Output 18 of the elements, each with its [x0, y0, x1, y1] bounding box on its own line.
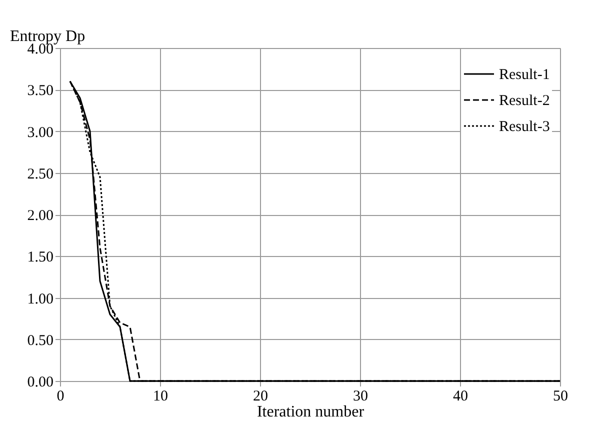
- y-tick-label: 3.50: [27, 83, 54, 100]
- y-tick-label: 0.00: [27, 374, 54, 390]
- x-tick-label: 10: [153, 388, 168, 404]
- y-tick-label: 2.50: [27, 166, 54, 182]
- y-tick-label: 1.00: [27, 291, 54, 308]
- y-tick-label: 0.50: [27, 332, 54, 349]
- x-tick-label: 50: [553, 388, 568, 404]
- legend-label: Result-2: [499, 93, 550, 109]
- x-tick-label: 0: [56, 388, 64, 404]
- y-tick-label: 1.50: [27, 250, 54, 266]
- x-tick-label: 30: [353, 388, 368, 404]
- x-axis-title: Iteration number: [256, 404, 365, 420]
- x-tick-label: 40: [453, 388, 468, 404]
- y-tick-label: 2.00: [27, 208, 54, 224]
- x-tick-label: 20: [253, 388, 268, 404]
- y-tick-label: 3.00: [27, 124, 54, 141]
- legend-label: Result-3: [499, 119, 550, 135]
- legend-label: Result-1: [499, 67, 550, 83]
